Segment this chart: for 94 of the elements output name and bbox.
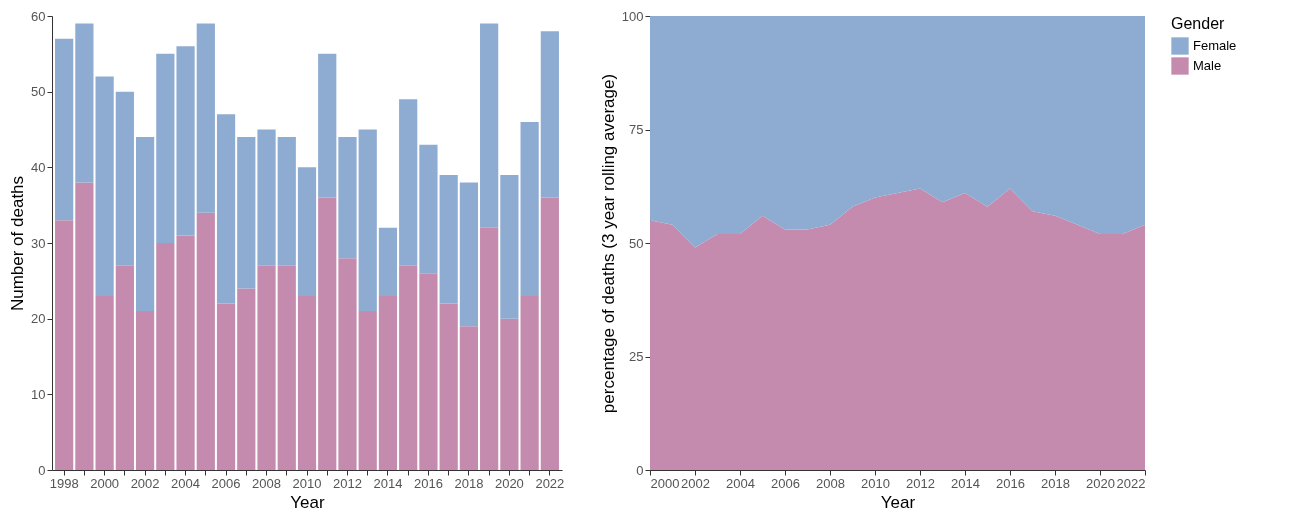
bar: [378, 227, 398, 296]
bar: [520, 295, 539, 470]
bar: [459, 326, 479, 470]
x-tick-label: 2016: [413, 475, 443, 491]
y-tick-label: 0: [38, 462, 46, 478]
x-tick-label: 2004: [171, 475, 201, 491]
bar: [358, 311, 377, 470]
x-axis-title: Year: [880, 492, 916, 512]
bar: [439, 174, 458, 304]
x-tick-label: 2010: [292, 475, 322, 491]
x-tick-label: 2002: [130, 475, 160, 491]
y-tick-label: 50: [629, 235, 644, 251]
bar: [115, 265, 134, 470]
bar: [318, 197, 337, 470]
y-tick-label: 40: [31, 159, 46, 175]
y-tick-label: 50: [31, 84, 46, 100]
bar: [378, 295, 398, 470]
y-tick-label: 20: [31, 311, 46, 327]
y-tick-label: 10: [31, 386, 46, 402]
legend-label: Female: [1193, 38, 1237, 53]
x-tick-label: 2016: [996, 475, 1025, 491]
bar: [399, 99, 418, 266]
bar: [257, 129, 276, 266]
y-axis-title: percentage of deaths (3 year rolling average): [598, 73, 618, 414]
x-tick-label: 2000: [90, 475, 120, 491]
x-tick-label: 2020: [494, 475, 524, 491]
bar: [75, 182, 94, 470]
bar: [237, 137, 256, 289]
bar: [95, 295, 114, 470]
bar: [216, 114, 236, 304]
bar: [257, 265, 276, 470]
bar: [135, 311, 155, 470]
x-tick-label: 2014: [373, 475, 403, 491]
x-tick-label: 2006: [771, 475, 800, 491]
bar: [115, 91, 134, 266]
bar: [520, 121, 539, 296]
bar: [399, 265, 418, 470]
y-tick-label: 25: [629, 349, 644, 364]
bar: [55, 220, 74, 470]
x-tick-label: 2010: [861, 475, 890, 491]
x-tick-label: 2004: [726, 475, 755, 491]
legend-label: Male: [1193, 58, 1222, 73]
x-tick-label: 2002: [681, 475, 710, 491]
x-tick-label: 2020: [1086, 475, 1115, 491]
x-tick-label: 2008: [816, 475, 845, 491]
bar: [277, 265, 296, 470]
bar: [196, 212, 215, 470]
bar: [95, 76, 114, 296]
y-tick-label: 60: [31, 8, 46, 24]
y-axis-title: Number of deaths: [8, 175, 28, 312]
bar: [419, 273, 438, 470]
x-tick-label: 2012: [333, 475, 362, 491]
x-tick-label: 2000: [650, 475, 680, 491]
y-tick-label: 75: [629, 122, 644, 137]
bar: [540, 197, 559, 470]
bar: [500, 318, 519, 470]
x-tick-label: 1998: [49, 475, 79, 491]
bar: [318, 53, 337, 198]
bar: [75, 23, 94, 183]
y-tick-label: 100: [621, 8, 644, 24]
legend-title: Gender: [1171, 15, 1226, 32]
bar: [480, 227, 499, 470]
bar: [459, 182, 479, 327]
bar: [480, 23, 499, 228]
y-tick-label: 30: [31, 235, 46, 251]
bar: [156, 243, 175, 470]
x-tick-label: 2022: [535, 475, 565, 491]
x-tick-label: 2014: [951, 475, 980, 491]
x-tick-label: 2012: [906, 475, 935, 491]
bar: [338, 137, 357, 259]
bar: [216, 303, 236, 470]
bar: [439, 303, 458, 470]
bar: [338, 258, 357, 470]
x-tick-label: 2022: [1116, 475, 1146, 491]
x-tick-label: 2006: [211, 475, 241, 491]
bar: [196, 23, 215, 213]
bar: [358, 129, 377, 312]
bar: [135, 137, 155, 312]
y-tick-label: 0: [636, 462, 644, 478]
bar: [500, 174, 519, 319]
x-tick-label: 2008: [252, 475, 281, 491]
bar: [156, 53, 175, 243]
bar: [297, 295, 317, 470]
bar: [237, 288, 256, 470]
bar: [176, 235, 195, 470]
bar: [540, 31, 559, 198]
bar: [297, 167, 317, 296]
bar: [277, 137, 296, 266]
x-tick-label: 2018: [454, 475, 484, 491]
x-axis-title: Year: [290, 492, 326, 512]
bar: [176, 46, 195, 236]
bar: [55, 38, 74, 221]
bar: [419, 144, 438, 274]
x-tick-label: 2018: [1041, 475, 1070, 491]
